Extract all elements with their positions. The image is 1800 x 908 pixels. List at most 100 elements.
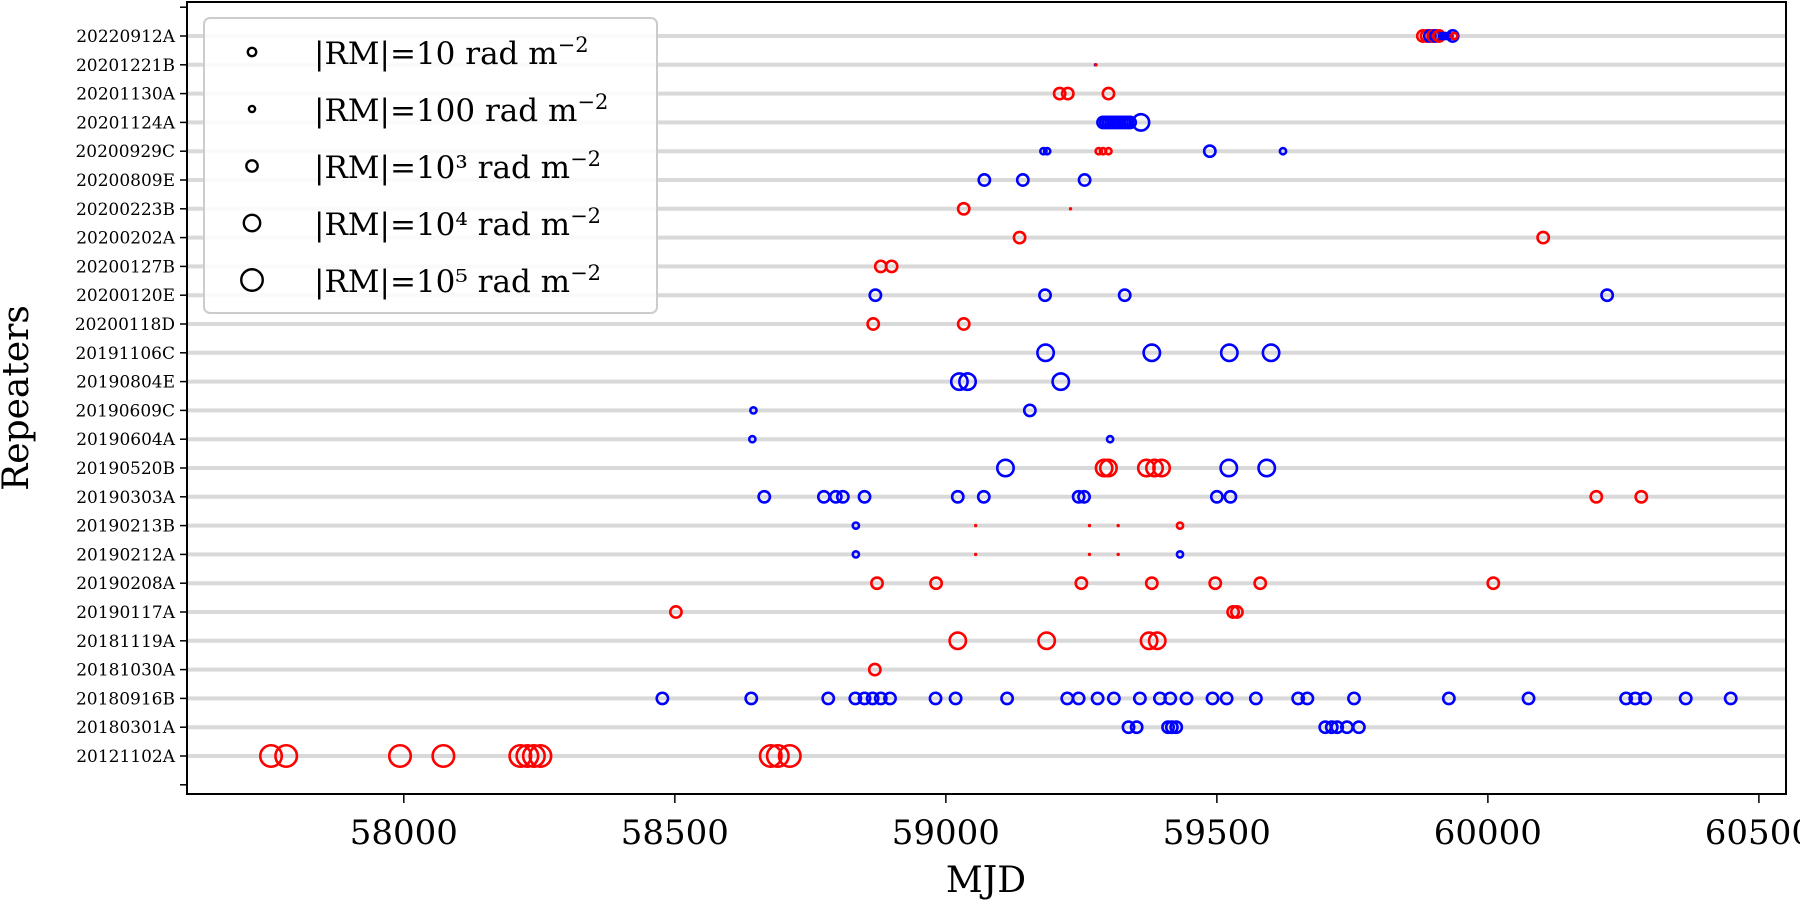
data-point	[1179, 691, 1194, 706]
y-tick-label: 20200120E	[76, 286, 175, 306]
data-point	[928, 691, 943, 706]
data-point	[1094, 63, 1098, 67]
y-tick-label: 20121102A	[76, 747, 176, 767]
legend-marker	[247, 104, 257, 114]
x-tick-label: 60500	[1705, 813, 1800, 853]
data-point	[521, 743, 546, 769]
y-tick-label: 20190303A	[76, 488, 176, 508]
data-point	[1253, 576, 1268, 591]
data-point	[1634, 489, 1649, 504]
data-point	[870, 576, 884, 591]
data-point	[948, 631, 968, 651]
y-tick-label: 20200127B	[76, 257, 175, 277]
data-point	[1036, 343, 1056, 363]
data-point	[274, 743, 299, 769]
data-point	[1169, 720, 1184, 735]
data-point	[1117, 288, 1132, 303]
data-point	[1071, 489, 1086, 504]
legend-marker	[246, 46, 258, 58]
data-point	[1144, 576, 1159, 591]
data-point	[950, 489, 965, 504]
data-point	[835, 489, 850, 504]
data-point	[1324, 720, 1339, 735]
data-point	[1068, 207, 1073, 211]
data-point	[948, 691, 963, 706]
y-tick-label: 20190609C	[75, 401, 175, 421]
data-point	[949, 372, 969, 392]
data-point	[867, 662, 882, 677]
data-point	[1678, 691, 1693, 706]
data-point	[1132, 691, 1147, 706]
data-point	[1052, 86, 1067, 101]
x-tick-label: 58500	[621, 813, 729, 853]
data-point	[1205, 691, 1220, 706]
data-point	[668, 605, 683, 619]
data-point	[848, 691, 863, 706]
data-point	[1000, 691, 1015, 706]
legend-label: |RM|=10 rad m−2	[314, 33, 589, 72]
data-point	[777, 743, 802, 769]
data-point	[757, 489, 772, 504]
data-point	[857, 691, 872, 706]
y-tick-label: 20190604A	[76, 430, 176, 450]
plot-frame	[186, 1, 1787, 795]
x-tick-label: 58000	[350, 813, 458, 853]
data-point	[1223, 489, 1238, 504]
y-tick-label: 20220912A	[76, 27, 176, 47]
data-point	[1116, 552, 1120, 557]
data-point	[1347, 691, 1361, 706]
x-axis: 58000 58500 59000 59500 60000 60500	[350, 794, 1800, 853]
data-point	[1074, 576, 1089, 591]
data-point	[655, 691, 670, 706]
x-tick-label: 59000	[892, 813, 1000, 853]
y-axis-label: Repeaters	[0, 305, 37, 491]
data-point	[508, 743, 533, 769]
y-tick-label: 20181030A	[76, 661, 176, 681]
data-point	[1164, 720, 1179, 735]
data-point	[1600, 288, 1615, 303]
data-point	[1351, 720, 1366, 735]
legend: |RM|=10 rad m−2 |RM|=100 rad m−2 |RM|=10³ …	[203, 17, 658, 314]
data-point	[884, 259, 899, 274]
data-point	[1116, 523, 1120, 528]
data-point	[1229, 605, 1244, 619]
data-point	[1619, 691, 1634, 706]
data-point	[995, 458, 1015, 478]
data-point	[1219, 458, 1239, 478]
y-tick-label: 20201221B	[76, 56, 175, 76]
data-point	[258, 743, 284, 769]
data-point	[765, 743, 790, 769]
data-point	[1012, 230, 1027, 245]
y-tick-label: 20190213B	[76, 517, 175, 537]
data-point	[1152, 458, 1172, 478]
data-point	[866, 317, 881, 331]
data-point	[1163, 691, 1178, 706]
data-point	[1291, 691, 1306, 706]
data-point	[976, 489, 991, 504]
data-point	[821, 691, 836, 706]
data-point	[1015, 173, 1030, 187]
y-tick-label: 20200929C	[75, 142, 175, 162]
x-tick-label: 60000	[1434, 813, 1542, 853]
data-point	[1219, 343, 1239, 363]
data-point	[1219, 691, 1234, 706]
data-point	[1123, 115, 1138, 130]
data-point	[747, 434, 757, 444]
data-point	[857, 489, 872, 504]
data-point	[958, 372, 978, 392]
data-point	[758, 743, 783, 769]
legend-label: |RM|=10³ rad m−2	[314, 147, 601, 186]
data-point	[1104, 146, 1113, 156]
data-point	[1071, 691, 1086, 706]
data-point	[1330, 720, 1345, 735]
data-point	[1105, 434, 1115, 444]
y-tick-label: 20180916B	[76, 689, 175, 709]
data-point	[1628, 691, 1643, 706]
legend-marker	[242, 213, 262, 233]
data-point	[1106, 691, 1121, 706]
data-point	[1077, 489, 1092, 504]
data-point	[1248, 691, 1263, 706]
data-point	[1077, 173, 1092, 187]
y-tick-label: 20181119A	[76, 632, 176, 652]
